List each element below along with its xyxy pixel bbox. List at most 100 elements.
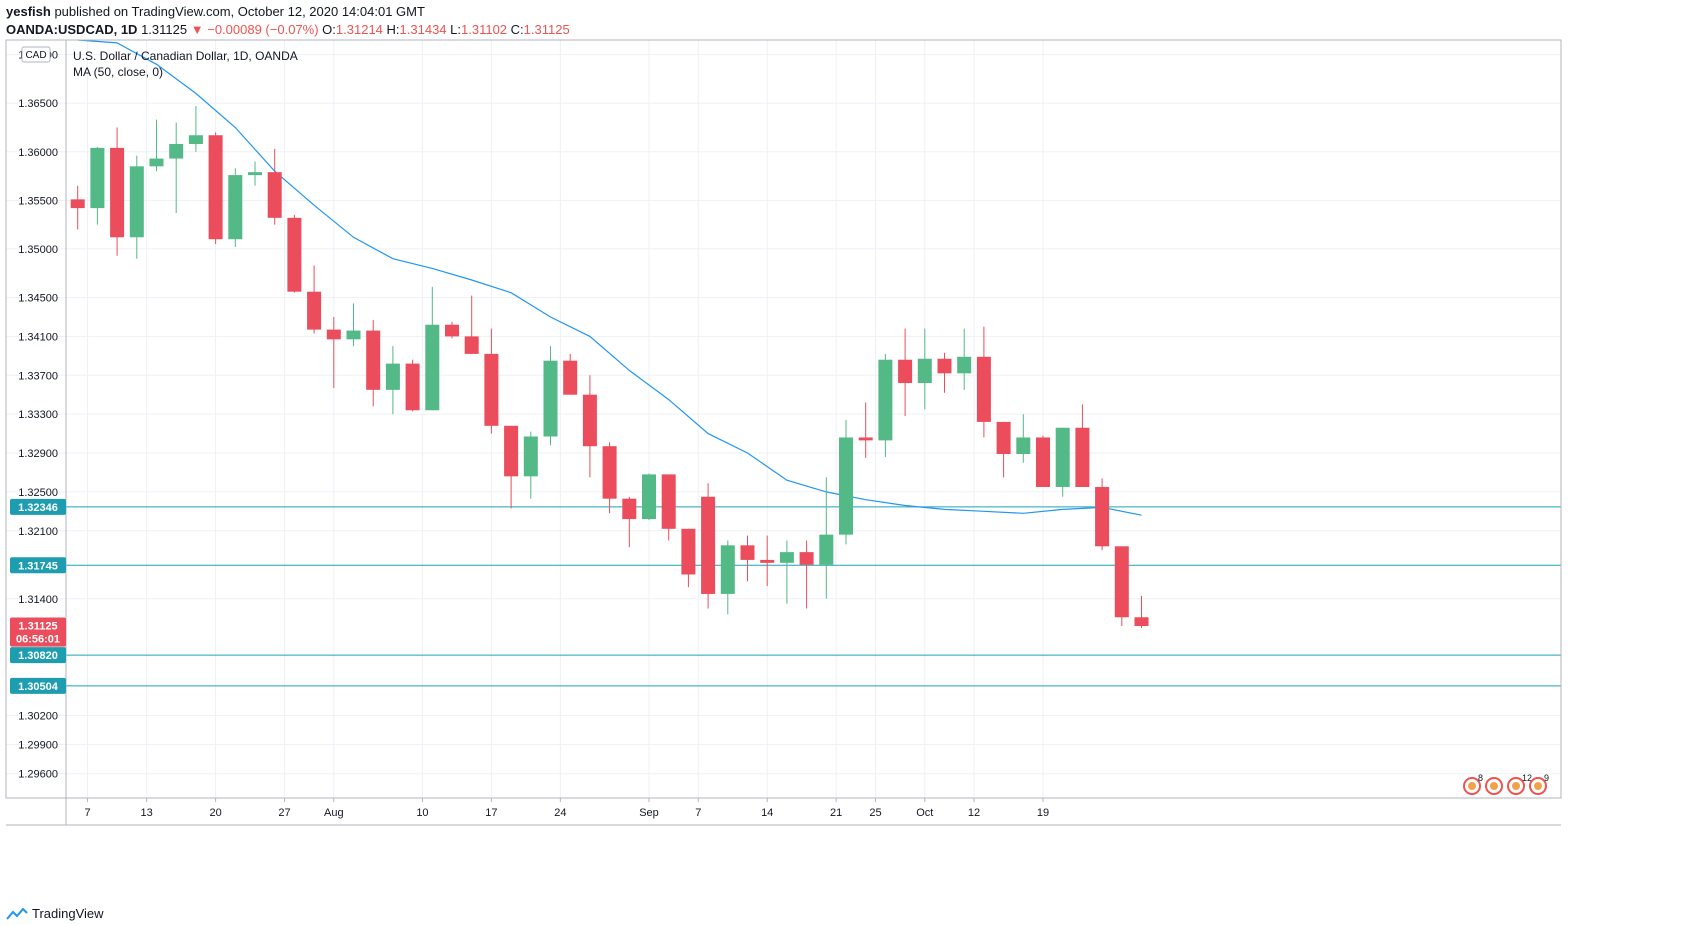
candle-body <box>957 356 972 374</box>
flag-dot <box>1512 782 1520 790</box>
candle <box>1114 546 1129 626</box>
ma-legend: MA (50, close, 0) <box>73 65 163 79</box>
y-tick-label: 1.34100 <box>18 331 58 343</box>
x-tick-label: 14 <box>761 807 773 819</box>
candle-body <box>740 545 755 560</box>
price-badge-bg <box>10 498 66 515</box>
candle <box>523 431 538 499</box>
candle-body <box>582 394 597 447</box>
y-tick-label: 1.34500 <box>18 293 58 305</box>
candle-body <box>917 358 932 384</box>
candle <box>385 346 400 415</box>
candle <box>504 425 519 509</box>
price-badge: 1.32346 <box>10 498 66 515</box>
candle-body <box>1036 437 1050 488</box>
publisher-name[interactable]: yesfish <box>6 4 51 19</box>
candle-body <box>1095 487 1110 547</box>
candle-body <box>267 172 282 218</box>
y-tick-label: 1.29600 <box>18 769 58 781</box>
candle-body <box>563 360 578 395</box>
candle <box>917 328 932 410</box>
brand-text: TradingView <box>32 906 104 921</box>
low-value: 1.31102 <box>461 22 508 37</box>
candle-body <box>622 498 637 520</box>
event-flag-icon: 8 <box>1463 773 1483 795</box>
candle <box>543 346 558 446</box>
price-badge-text: 1.32346 <box>18 502 58 514</box>
plot-frame <box>5 39 1562 799</box>
candle-body <box>366 330 381 390</box>
price-badge: 1.31125 <box>10 617 66 634</box>
x-tick-label: 21 <box>830 807 842 819</box>
candle <box>799 540 814 609</box>
x-tick-label: Aug <box>324 807 344 819</box>
candle-body <box>543 360 558 437</box>
time-axis: 7 13 20 27 Aug 10 17 24 Sep 7 14 21 25 Oct 12 19 <box>6 40 1561 826</box>
low-label: L: <box>450 22 461 37</box>
price-badge-text: 1.31125 <box>18 621 57 633</box>
currency-badge-text: CAD <box>25 50 46 61</box>
price-badge-bg <box>10 617 66 634</box>
open-label: O: <box>322 22 336 37</box>
ohlc-line: OANDA:USDCAD, 1D 1.31125 ▼ −0.00089 (−0.… <box>6 22 570 37</box>
candle <box>661 474 676 541</box>
candle-body <box>898 359 913 384</box>
candle <box>976 326 991 438</box>
price-badge-bg <box>10 557 66 574</box>
chart-grid <box>6 40 1561 798</box>
candle-body <box>464 336 479 354</box>
footer-brand[interactable]: TradingView <box>6 906 104 921</box>
candle <box>405 359 420 412</box>
candle <box>1036 435 1050 488</box>
candle <box>90 146 105 225</box>
candle <box>346 303 361 347</box>
candle-body <box>208 135 223 240</box>
candle <box>878 353 893 457</box>
high-value: 1.31434 <box>399 22 447 37</box>
ma-line <box>77 39 1142 516</box>
candle-body <box>878 359 893 441</box>
candle <box>70 185 85 230</box>
candle <box>464 295 479 354</box>
symbol-label: OANDA:USDCAD, 1D <box>6 22 138 37</box>
flag-count: 8 <box>1478 773 1483 783</box>
candle <box>602 442 617 514</box>
candle <box>366 319 381 407</box>
y-tick-label: 1.32900 <box>18 448 58 460</box>
y-tick-label: 1.35500 <box>18 195 58 207</box>
high-label: H: <box>386 22 400 37</box>
candle <box>858 402 873 458</box>
x-tick-label: 7 <box>695 807 701 819</box>
candle-body <box>90 147 105 209</box>
x-tick-label: 24 <box>554 807 566 819</box>
y-tick-label: 1.32100 <box>18 526 58 538</box>
candle-body <box>445 324 459 337</box>
candle-body <box>1075 427 1090 488</box>
candle-body <box>681 528 696 575</box>
y-tick-label: 1.29900 <box>18 740 58 752</box>
flag-dot <box>1490 782 1498 790</box>
publish-line: yesfish published on TradingView.com, Oc… <box>6 4 425 19</box>
candle <box>129 155 144 259</box>
candle <box>287 214 302 293</box>
candle <box>307 265 322 334</box>
candle <box>779 540 794 604</box>
event-flag-icon <box>1485 777 1503 795</box>
price-axis: 1.370001.365001.360001.355001.350001.345… <box>18 50 58 781</box>
candle <box>839 419 853 545</box>
candle <box>582 375 597 478</box>
price-badge: 1.30504 <box>10 677 66 694</box>
x-tick-label: 13 <box>141 807 153 819</box>
candle <box>760 535 775 587</box>
candle <box>720 540 735 615</box>
candle-body <box>799 552 814 565</box>
price-badge: 06:56:01 <box>10 630 66 647</box>
candle-body <box>385 363 400 390</box>
price-badge: 1.30820 <box>10 647 66 664</box>
x-tick-label: 17 <box>485 807 497 819</box>
candle <box>819 477 834 599</box>
y-tick-label: 1.33300 <box>18 409 58 421</box>
candle-body <box>248 172 262 176</box>
